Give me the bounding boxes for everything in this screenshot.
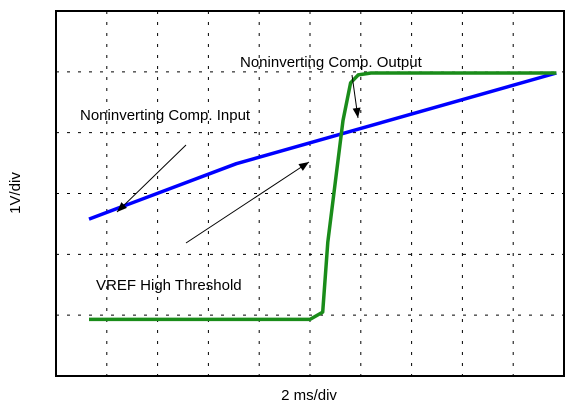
input-trace — [88, 71, 557, 221]
annotation-input-label: Noninverting Comp. Input — [80, 107, 251, 124]
y-axis-label: 1V/div — [7, 172, 24, 214]
arrow-output-head — [352, 107, 361, 118]
x-axis-label: 2 ms/div — [281, 387, 337, 404]
arrow-input — [116, 144, 187, 213]
output-trace — [89, 71, 557, 322]
grid-lines — [56, 11, 564, 376]
arrow-input-head — [117, 202, 127, 212]
arrow-vref — [185, 161, 310, 244]
annotation-vref-label: VREF High Threshold — [96, 277, 242, 294]
traces — [88, 71, 557, 322]
arrow-vref-head — [298, 162, 309, 171]
annotation-output-label: Noninverting Comp. Output — [240, 54, 423, 71]
annotation-arrows — [116, 74, 361, 244]
